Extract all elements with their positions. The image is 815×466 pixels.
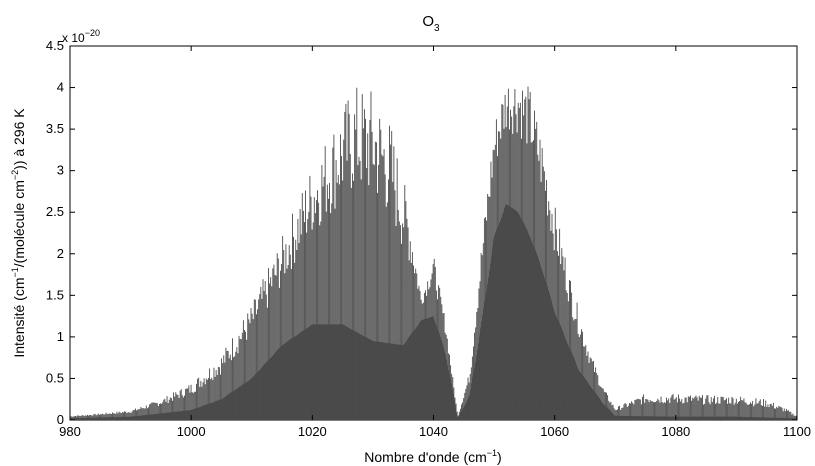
y-axis-label-sup2: −2: [10, 170, 20, 180]
x-axis-label-main: Nombre d'onde (cm: [364, 449, 487, 465]
x-axis-label-sup: −1: [487, 448, 497, 458]
y-tick-label: 2.5: [46, 204, 64, 219]
chart-title-subscript: 3: [434, 23, 440, 34]
x-tick-label: 1040: [419, 424, 448, 439]
y-axis-ticks: 0 0.5 1 1.5 2 2.5 3 3.5 4 4.5: [46, 38, 797, 427]
y-axis-label-part3: )) à 296 K: [11, 108, 27, 170]
y-multiplier-exponent: −20: [85, 28, 100, 38]
spectrum-line: [69, 86, 797, 420]
y-tick-label: 1.5: [46, 287, 64, 302]
x-axis-label-close: ): [497, 449, 502, 465]
y-tick-label: 4.5: [46, 38, 64, 53]
x-tick-label: 1000: [177, 424, 206, 439]
plot-area: 980 1000 1020 1040 1060 1080 1100 0 0.5 1 1.5 2 2.5…: [46, 38, 811, 439]
y-multiplier-base: x 10: [62, 31, 85, 45]
y-tick-label: 1: [57, 329, 64, 344]
x-tick-label: 1020: [298, 424, 327, 439]
y-axis-label-part2: /(molécule cm: [11, 180, 27, 267]
y-axis-label-part1: Intensité (cm: [11, 278, 27, 358]
y-tick-label: 3: [57, 163, 64, 178]
y-axis-label: Intensité (cm−1/(molécule cm−2)) à 296 K: [10, 108, 27, 358]
y-tick-label: 0: [57, 412, 64, 427]
y-multiplier: x 10−20: [62, 28, 100, 45]
x-tick-label: 1060: [540, 424, 569, 439]
x-axis-ticks: 980 1000 1020 1040 1060 1080 1100: [59, 46, 811, 439]
x-axis-label: Nombre d'onde (cm−1): [364, 448, 501, 465]
chart-title: O3: [422, 13, 440, 34]
y-tick-label: 4: [57, 80, 64, 95]
y-tick-label: 3.5: [46, 121, 64, 136]
y-axis-label-sup1: −1: [10, 267, 20, 277]
series-layer: [69, 86, 797, 420]
x-tick-label: 1100: [783, 424, 811, 439]
chart-title-main: O: [422, 13, 434, 30]
y-tick-label: 0.5: [46, 370, 64, 385]
x-tick-label: 980: [59, 424, 81, 439]
y-tick-label: 2: [57, 246, 64, 261]
x-tick-label: 1080: [661, 424, 690, 439]
